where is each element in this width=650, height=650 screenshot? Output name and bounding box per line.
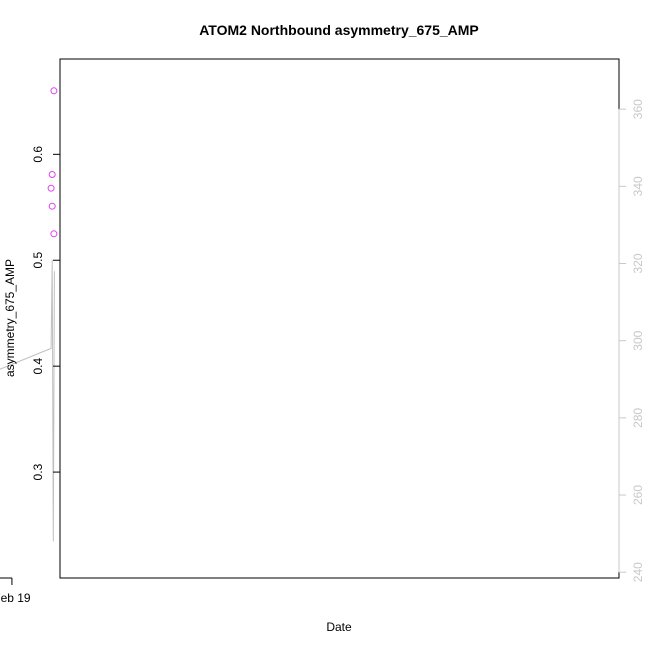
data-point [48, 171, 56, 178]
y-axis-label: asymmetry_675_AMP [3, 259, 17, 377]
data-point [47, 184, 55, 192]
x-axis: Feb 11Feb 13Feb 15Feb 17Feb 19 [0, 577, 31, 605]
y-tick-label: 0.4 [31, 358, 45, 375]
x-tick-label: Feb 19 [0, 591, 31, 605]
y-tick-label: 0.5 [31, 252, 45, 269]
data-point [50, 87, 58, 95]
x-axis-label: Date [326, 620, 352, 634]
y-tick-label: 0.3 [31, 463, 45, 480]
y2-tick-label: 340 [631, 176, 645, 196]
chart-title: ATOM2 Northbound asymmetry_675_AMP [199, 22, 479, 38]
series-group-4 [47, 87, 58, 238]
y2-tick-label: 280 [631, 408, 645, 428]
y-tick-label: 0.6 [31, 146, 45, 163]
data-point [48, 202, 56, 210]
y-axis-left: 0.3 0.4 0.5 0.6 [31, 146, 61, 480]
point-layer [47, 87, 58, 238]
y2-tick-label: 320 [631, 253, 645, 273]
y2-tick-label: 240 [631, 562, 645, 582]
data-point [50, 230, 58, 238]
y2-tick-label: 260 [631, 485, 645, 505]
y2-tick-label: 360 [631, 99, 645, 119]
plot-frame [59, 58, 620, 579]
y-axis-right: 240 260 280 300 320 340 360 [618, 99, 645, 582]
y2-tick-label: 300 [631, 330, 645, 350]
